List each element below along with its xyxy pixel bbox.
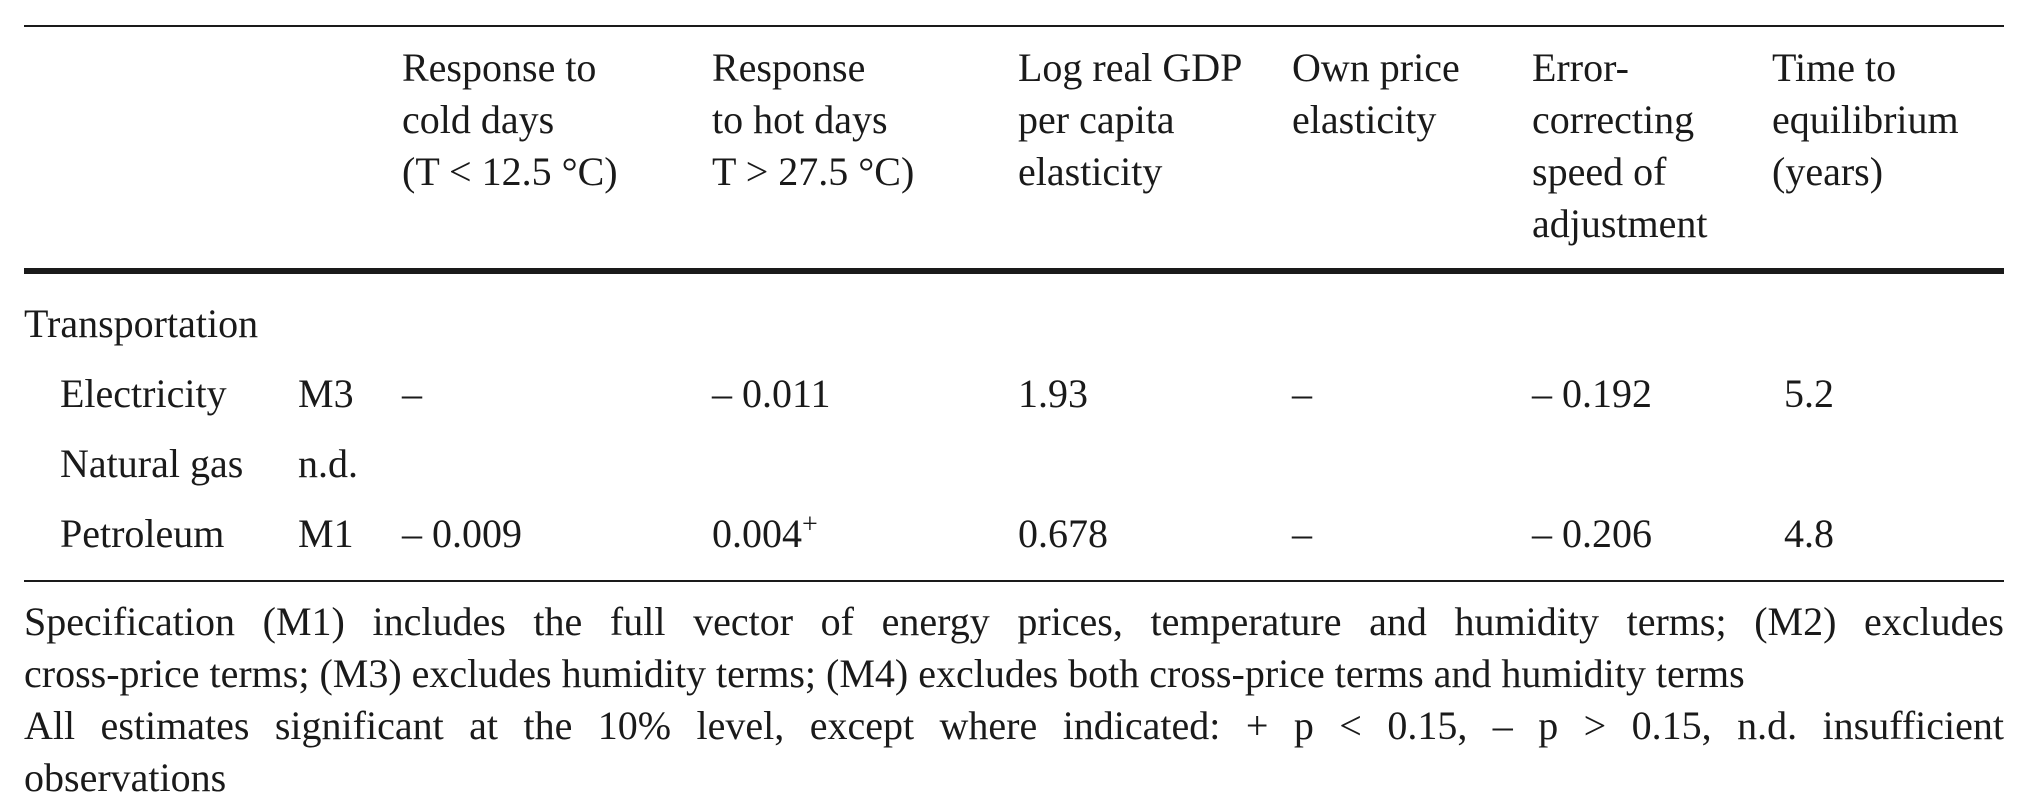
- header-speed-adjustment: Error- correcting speed of adjustment: [1532, 45, 1708, 246]
- header-hot-days: Response to hot days T > 27.5 °C): [712, 45, 915, 194]
- table-header-rule: [24, 268, 2004, 274]
- row-hot: – 0.011: [712, 371, 831, 416]
- row-speed: – 0.206: [1532, 511, 1652, 556]
- row-gdp: 1.93: [1018, 371, 1088, 416]
- header-cold-days: Response to cold days (T < 12.5 °C): [402, 45, 618, 194]
- row-cold: – 0.009: [402, 511, 522, 556]
- row-fuel: Electricity: [60, 371, 227, 416]
- row-hot: 0.004: [712, 511, 802, 556]
- header-own-price: Own price elasticity: [1292, 45, 1460, 142]
- row-price: –: [1292, 371, 1312, 416]
- row-model: M1: [298, 511, 354, 556]
- row-model: M3: [298, 371, 354, 416]
- table-bottom-rule: [24, 580, 2004, 582]
- row-hot-significance: +: [802, 509, 818, 540]
- row-fuel: Petroleum: [60, 511, 225, 556]
- header-time-equilibrium: Time to equilibrium (years): [1772, 45, 1959, 194]
- note-line: observations: [24, 755, 227, 800]
- section-label: Transportation: [24, 301, 259, 346]
- note-line: All estimates significant at the 10% lev…: [24, 703, 2004, 748]
- table-top-rule: [24, 25, 2004, 27]
- note-line: cross-price terms; (M3) excludes humidit…: [24, 651, 1745, 696]
- table-notes: Specification (M1) includes the full vec…: [24, 596, 2004, 804]
- row-cold: –: [402, 371, 422, 416]
- row-hot-cell: 0.004+: [712, 508, 818, 565]
- row-price: –: [1292, 511, 1312, 556]
- row-fuel: Natural gas: [60, 441, 244, 486]
- row-time: 4.8: [1784, 511, 1834, 556]
- header-gdp-elasticity: Log real GDP per capita elasticity: [1018, 45, 1243, 194]
- note-line: Specification (M1) includes the full vec…: [24, 599, 2004, 644]
- row-speed: – 0.192: [1532, 371, 1652, 416]
- row-gdp: 0.678: [1018, 511, 1108, 556]
- row-time: 5.2: [1784, 371, 1834, 416]
- row-model: n.d.: [298, 441, 358, 486]
